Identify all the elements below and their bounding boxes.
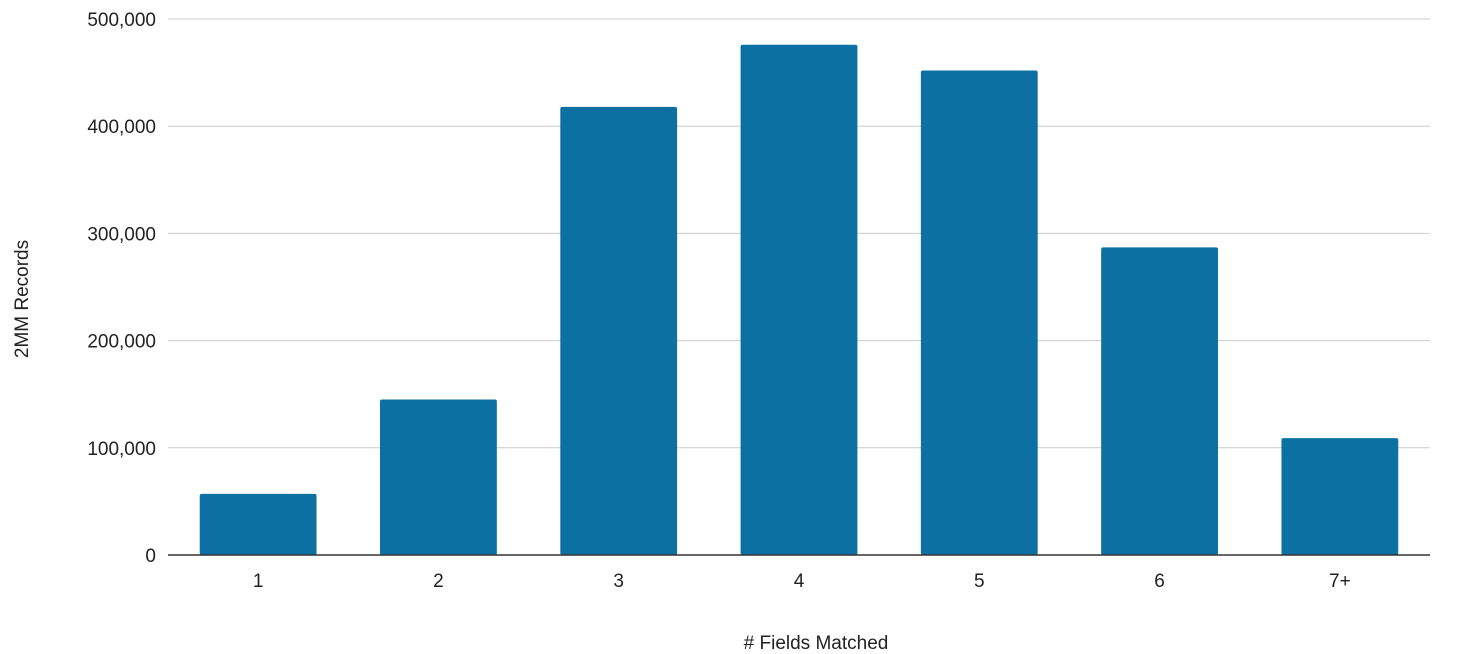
y-axis-title: 2MM Records (12, 240, 33, 358)
bar-4 (741, 45, 858, 555)
x-tick-label: 1 (253, 571, 264, 592)
y-tick-label: 100,000 (87, 439, 156, 460)
x-tick-label: 3 (613, 571, 624, 592)
bar-2 (380, 400, 497, 555)
bar-3 (560, 107, 677, 555)
bar-5 (921, 70, 1038, 555)
y-tick-label: 0 (145, 546, 156, 567)
bar-7+ (1281, 438, 1398, 555)
x-tick-label: 2 (433, 571, 444, 592)
x-tick-label: 6 (1154, 571, 1165, 592)
y-tick-label: 200,000 (87, 332, 156, 353)
bar-6 (1101, 247, 1218, 555)
x-tick-label: 5 (974, 571, 985, 592)
y-tick-label: 400,000 (87, 117, 156, 138)
bar-1 (200, 494, 317, 555)
y-tick-label: 500,000 (87, 10, 156, 31)
x-tick-label: 7+ (1329, 571, 1351, 592)
y-tick-label: 300,000 (87, 224, 156, 245)
x-axis-title: # Fields Matched (744, 633, 889, 654)
x-tick-label: 4 (794, 571, 805, 592)
bars (200, 45, 1399, 555)
